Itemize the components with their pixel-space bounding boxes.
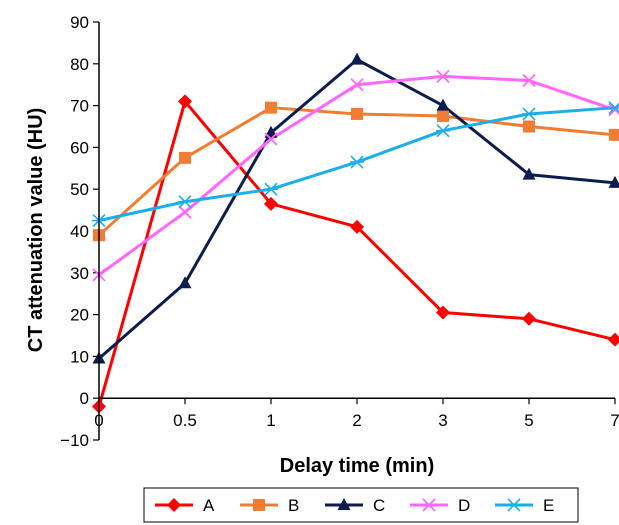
point-a-5	[522, 311, 536, 326]
point-a-4	[436, 305, 450, 320]
legend-label: B	[288, 496, 299, 515]
point-a-6	[608, 332, 619, 347]
point-c-3	[350, 52, 364, 65]
series-line-a	[97, 99, 616, 407]
y-tick-label: 60	[70, 138, 89, 157]
legend-entry-e: E	[495, 496, 554, 515]
y-axis-title: CT attenuation value (HU)	[25, 108, 47, 352]
y-tick-label: 10	[70, 347, 89, 366]
point-b-5	[523, 120, 535, 133]
point-c-6	[608, 175, 619, 188]
x-axis-title: Delay time (min)	[280, 455, 434, 477]
point-e-5	[522, 107, 536, 121]
axes	[98, 22, 615, 440]
point-a-2	[264, 196, 278, 211]
point-d-1	[178, 205, 192, 219]
x-tick-label: 2	[352, 411, 361, 430]
legend-swatch-marker	[507, 498, 521, 512]
series-markers	[92, 52, 619, 414]
legend-label: D	[458, 496, 470, 515]
point-e-4	[436, 124, 450, 138]
series-line-c	[98, 58, 616, 360]
y-tick-label: 40	[70, 222, 89, 241]
y-tick-label: −10	[60, 431, 89, 450]
x-tick-label: 1	[266, 411, 275, 430]
legend-entry-d: D	[410, 496, 470, 515]
x-tick-label: 5	[524, 411, 533, 430]
point-c-5	[522, 167, 536, 180]
legend-label: C	[373, 496, 385, 515]
legend-swatch-marker	[167, 498, 181, 512]
y-tick-label: 0	[80, 389, 89, 408]
legend-swatch-marker	[253, 499, 265, 511]
point-b-3	[351, 107, 363, 120]
y-tick-label: 20	[70, 306, 89, 325]
point-e-6	[608, 101, 619, 115]
point-d-5	[522, 73, 536, 88]
point-e-1	[178, 195, 192, 209]
point-b-1	[179, 151, 191, 164]
legend-swatch-marker	[337, 498, 351, 510]
point-d-6	[608, 103, 619, 117]
legend-entry-c: C	[325, 496, 385, 515]
legend-swatch-marker	[422, 498, 436, 512]
point-d-4	[436, 69, 450, 83]
legend-label: A	[203, 496, 215, 515]
point-d-3	[350, 78, 364, 92]
y-tick-label: 50	[70, 180, 89, 199]
point-c-1	[178, 276, 192, 289]
point-e-2	[264, 182, 278, 196]
x-tick-label: 3	[438, 411, 447, 430]
x-tick-label: 0.5	[173, 411, 197, 430]
point-d-2	[264, 132, 278, 146]
point-c-4	[436, 98, 450, 111]
legend: A B C D E	[143, 487, 579, 523]
y-tick-label: 90	[70, 13, 89, 32]
y-tick-label: 30	[70, 264, 89, 283]
y-tick-label: 70	[70, 97, 89, 116]
point-b-2	[265, 101, 277, 114]
y-tick-label: 80	[70, 55, 89, 74]
legend-entry-a: A	[155, 496, 215, 515]
point-a-1	[178, 94, 192, 109]
point-b-4	[437, 110, 449, 123]
point-b-6	[609, 128, 619, 141]
legend-label: E	[543, 496, 554, 515]
x-tick-label: 7	[610, 411, 619, 430]
legend-entry-b: B	[240, 496, 299, 515]
point-e-3	[350, 155, 364, 169]
point-a-3	[350, 219, 364, 234]
